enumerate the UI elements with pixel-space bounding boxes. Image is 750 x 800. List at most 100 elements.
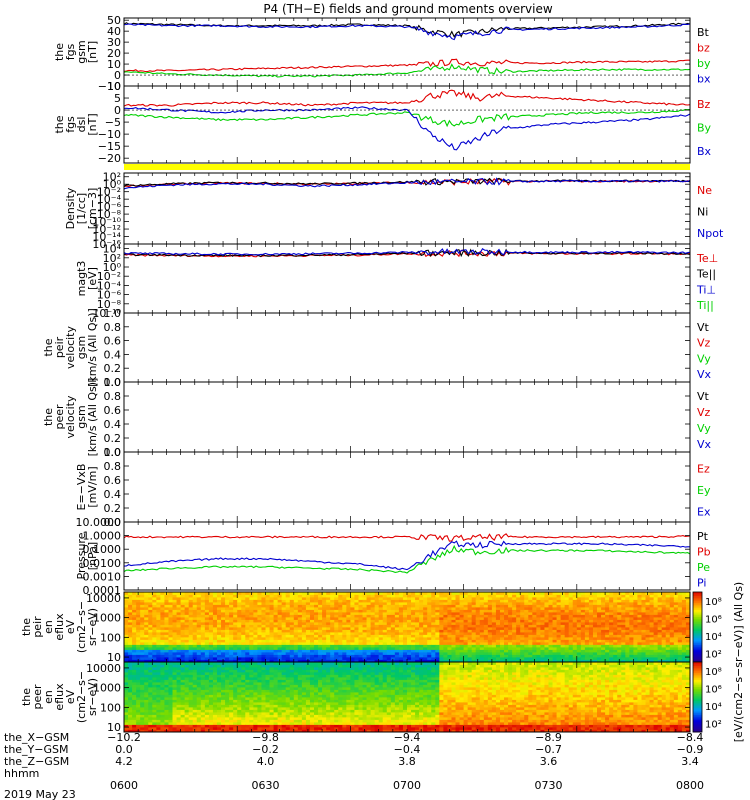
legend-Bt: Bt bbox=[697, 26, 710, 39]
ytick-label: 1.0 bbox=[104, 446, 122, 459]
ytick-label: 20 bbox=[107, 47, 121, 60]
colorbar-segment bbox=[693, 670, 702, 673]
ylabel-line: gsm bbox=[75, 405, 88, 428]
colorbar-segment bbox=[693, 635, 702, 638]
time-tick-label: 0800 bbox=[676, 779, 704, 792]
ytick-label: 10 bbox=[107, 80, 121, 93]
colorbar-segment bbox=[693, 674, 702, 677]
colorbar-segment bbox=[693, 719, 702, 722]
colorbar-segment bbox=[693, 656, 702, 659]
series-Bz bbox=[123, 89, 691, 107]
colorbar-segment bbox=[693, 728, 702, 731]
colorbar-segment bbox=[693, 592, 702, 595]
ylabel-line: [nT] bbox=[86, 41, 99, 63]
ytick-label: 10⁻⁶ bbox=[97, 201, 122, 214]
ylabel-line: the bbox=[20, 688, 33, 706]
legend-Ne: Ne bbox=[697, 184, 712, 197]
colorbar-segment bbox=[693, 688, 702, 691]
ytick-label: 10 bbox=[107, 651, 121, 664]
time-tick-label: 0630 bbox=[252, 779, 280, 792]
ytick-label: 10⁻¹² bbox=[92, 223, 121, 236]
ylabel: thepeerenefluxeV(cm2−s−sr−eV) bbox=[20, 671, 99, 723]
footer-row-label: the_Y−GSM bbox=[4, 743, 69, 756]
ytick-label: 0.6 bbox=[104, 474, 122, 487]
colorbar-segment bbox=[693, 690, 702, 693]
time-tick-label: 0730 bbox=[535, 779, 563, 792]
colorbar-tick-label: 10⁴ bbox=[705, 632, 722, 643]
ytick-label: 10⁻¹⁰ bbox=[92, 307, 121, 320]
ytick-label: 10⁻⁶ bbox=[97, 289, 122, 302]
colorbar-segment bbox=[693, 730, 702, 733]
colorbar-segment bbox=[693, 726, 702, 729]
ylabel: thepeirvelocitygsm[km/s (All Qs)] bbox=[42, 308, 99, 387]
panel-frame bbox=[123, 381, 691, 453]
series-Bx bbox=[124, 106, 691, 151]
ylabel-line: [eV] bbox=[86, 267, 99, 290]
colorbar-segment bbox=[693, 676, 702, 679]
colorbar-segment bbox=[693, 704, 702, 707]
colorbar-segment bbox=[693, 607, 702, 610]
ytick-label: 100 bbox=[100, 631, 121, 644]
panel-peer_eflux: 10⁸ 10⁶ 10⁴ 10² 10000 1000 100 10 thepeereneflux… bbox=[20, 661, 722, 734]
ylabel-line: (cm2−s− bbox=[75, 671, 88, 723]
colorbar-segment bbox=[693, 648, 702, 651]
ylabel-line: eflux bbox=[53, 613, 66, 641]
panel-frame bbox=[123, 451, 691, 523]
colorbar-segment bbox=[693, 614, 702, 617]
colorbar-segment bbox=[693, 693, 702, 696]
legend-Npot: Npot bbox=[697, 227, 724, 240]
legend-Bz: Bz bbox=[697, 98, 711, 111]
panel-frame bbox=[123, 17, 691, 87]
colorbar-segment bbox=[693, 655, 702, 658]
ylabel-line: velocity bbox=[64, 326, 77, 369]
footer-value: 4.0 bbox=[257, 755, 275, 768]
ytick-label: −20 bbox=[98, 152, 121, 165]
legend-Ti⊥: Ti⊥ bbox=[696, 283, 716, 296]
colorbar-label: [eV/(cm2−s−sr−eV)] (All Qs) bbox=[732, 582, 745, 742]
ytick-label: 10² bbox=[103, 171, 121, 184]
ylabel: thepeirenefluxeV(cm2−s−sr−eV) bbox=[20, 601, 99, 653]
series-By bbox=[123, 108, 691, 128]
ytick-label: 0.0001 bbox=[83, 584, 122, 597]
legend-bx: bx bbox=[697, 72, 711, 85]
ylabel-line: eV bbox=[64, 689, 77, 704]
ylabel-line: peir bbox=[53, 336, 66, 358]
legend-Bx: Bx bbox=[697, 145, 712, 158]
ytick-label: 10⁻² bbox=[97, 270, 121, 283]
ytick-label: 0.4 bbox=[104, 488, 122, 501]
colorbar-tick-label: 10⁸ bbox=[705, 667, 722, 678]
quality-flag-bar bbox=[124, 164, 690, 170]
footer-value: 3.4 bbox=[681, 755, 699, 768]
colorbar-segment bbox=[693, 600, 702, 603]
ytick-label: −15 bbox=[98, 140, 121, 153]
legend-Vz: Vz bbox=[697, 406, 711, 419]
footer-value: 3.8 bbox=[398, 755, 416, 768]
colorbar-segment bbox=[693, 630, 702, 633]
ylabel-line: peer bbox=[31, 684, 44, 710]
colorbar-segment bbox=[693, 679, 702, 682]
ylabel-line: Pressure bbox=[75, 532, 88, 579]
legend-Ez: Ez bbox=[697, 463, 710, 476]
time-tick-label: 0700 bbox=[393, 779, 421, 792]
legend-Vx: Vx bbox=[697, 438, 712, 451]
footer-row-label: the_X−GSM bbox=[4, 731, 69, 744]
colorbar-segment bbox=[693, 669, 702, 672]
ytick-label: 10000 bbox=[86, 662, 121, 675]
footer-value: −0.2 bbox=[252, 743, 279, 756]
ylabel-line: the bbox=[53, 115, 66, 133]
legend-Pi: Pi bbox=[697, 576, 706, 589]
legend-Vt: Vt bbox=[697, 390, 710, 403]
colorbar-segment bbox=[693, 716, 702, 719]
colorbar-segment bbox=[693, 609, 702, 612]
ytick-label: 10⁻⁸ bbox=[97, 208, 122, 221]
colorbar-segment bbox=[693, 627, 702, 630]
legend-By: By bbox=[697, 122, 712, 135]
colorbar-segment bbox=[693, 593, 702, 596]
colorbar-segment bbox=[693, 723, 702, 726]
ylabel-line: en bbox=[42, 620, 55, 634]
colorbar-segment bbox=[693, 618, 702, 621]
ytick-label: 10.0000 bbox=[76, 516, 122, 529]
ylabel-line: sr−eV) bbox=[86, 608, 99, 646]
ytick-label: 0.0 bbox=[104, 376, 122, 389]
